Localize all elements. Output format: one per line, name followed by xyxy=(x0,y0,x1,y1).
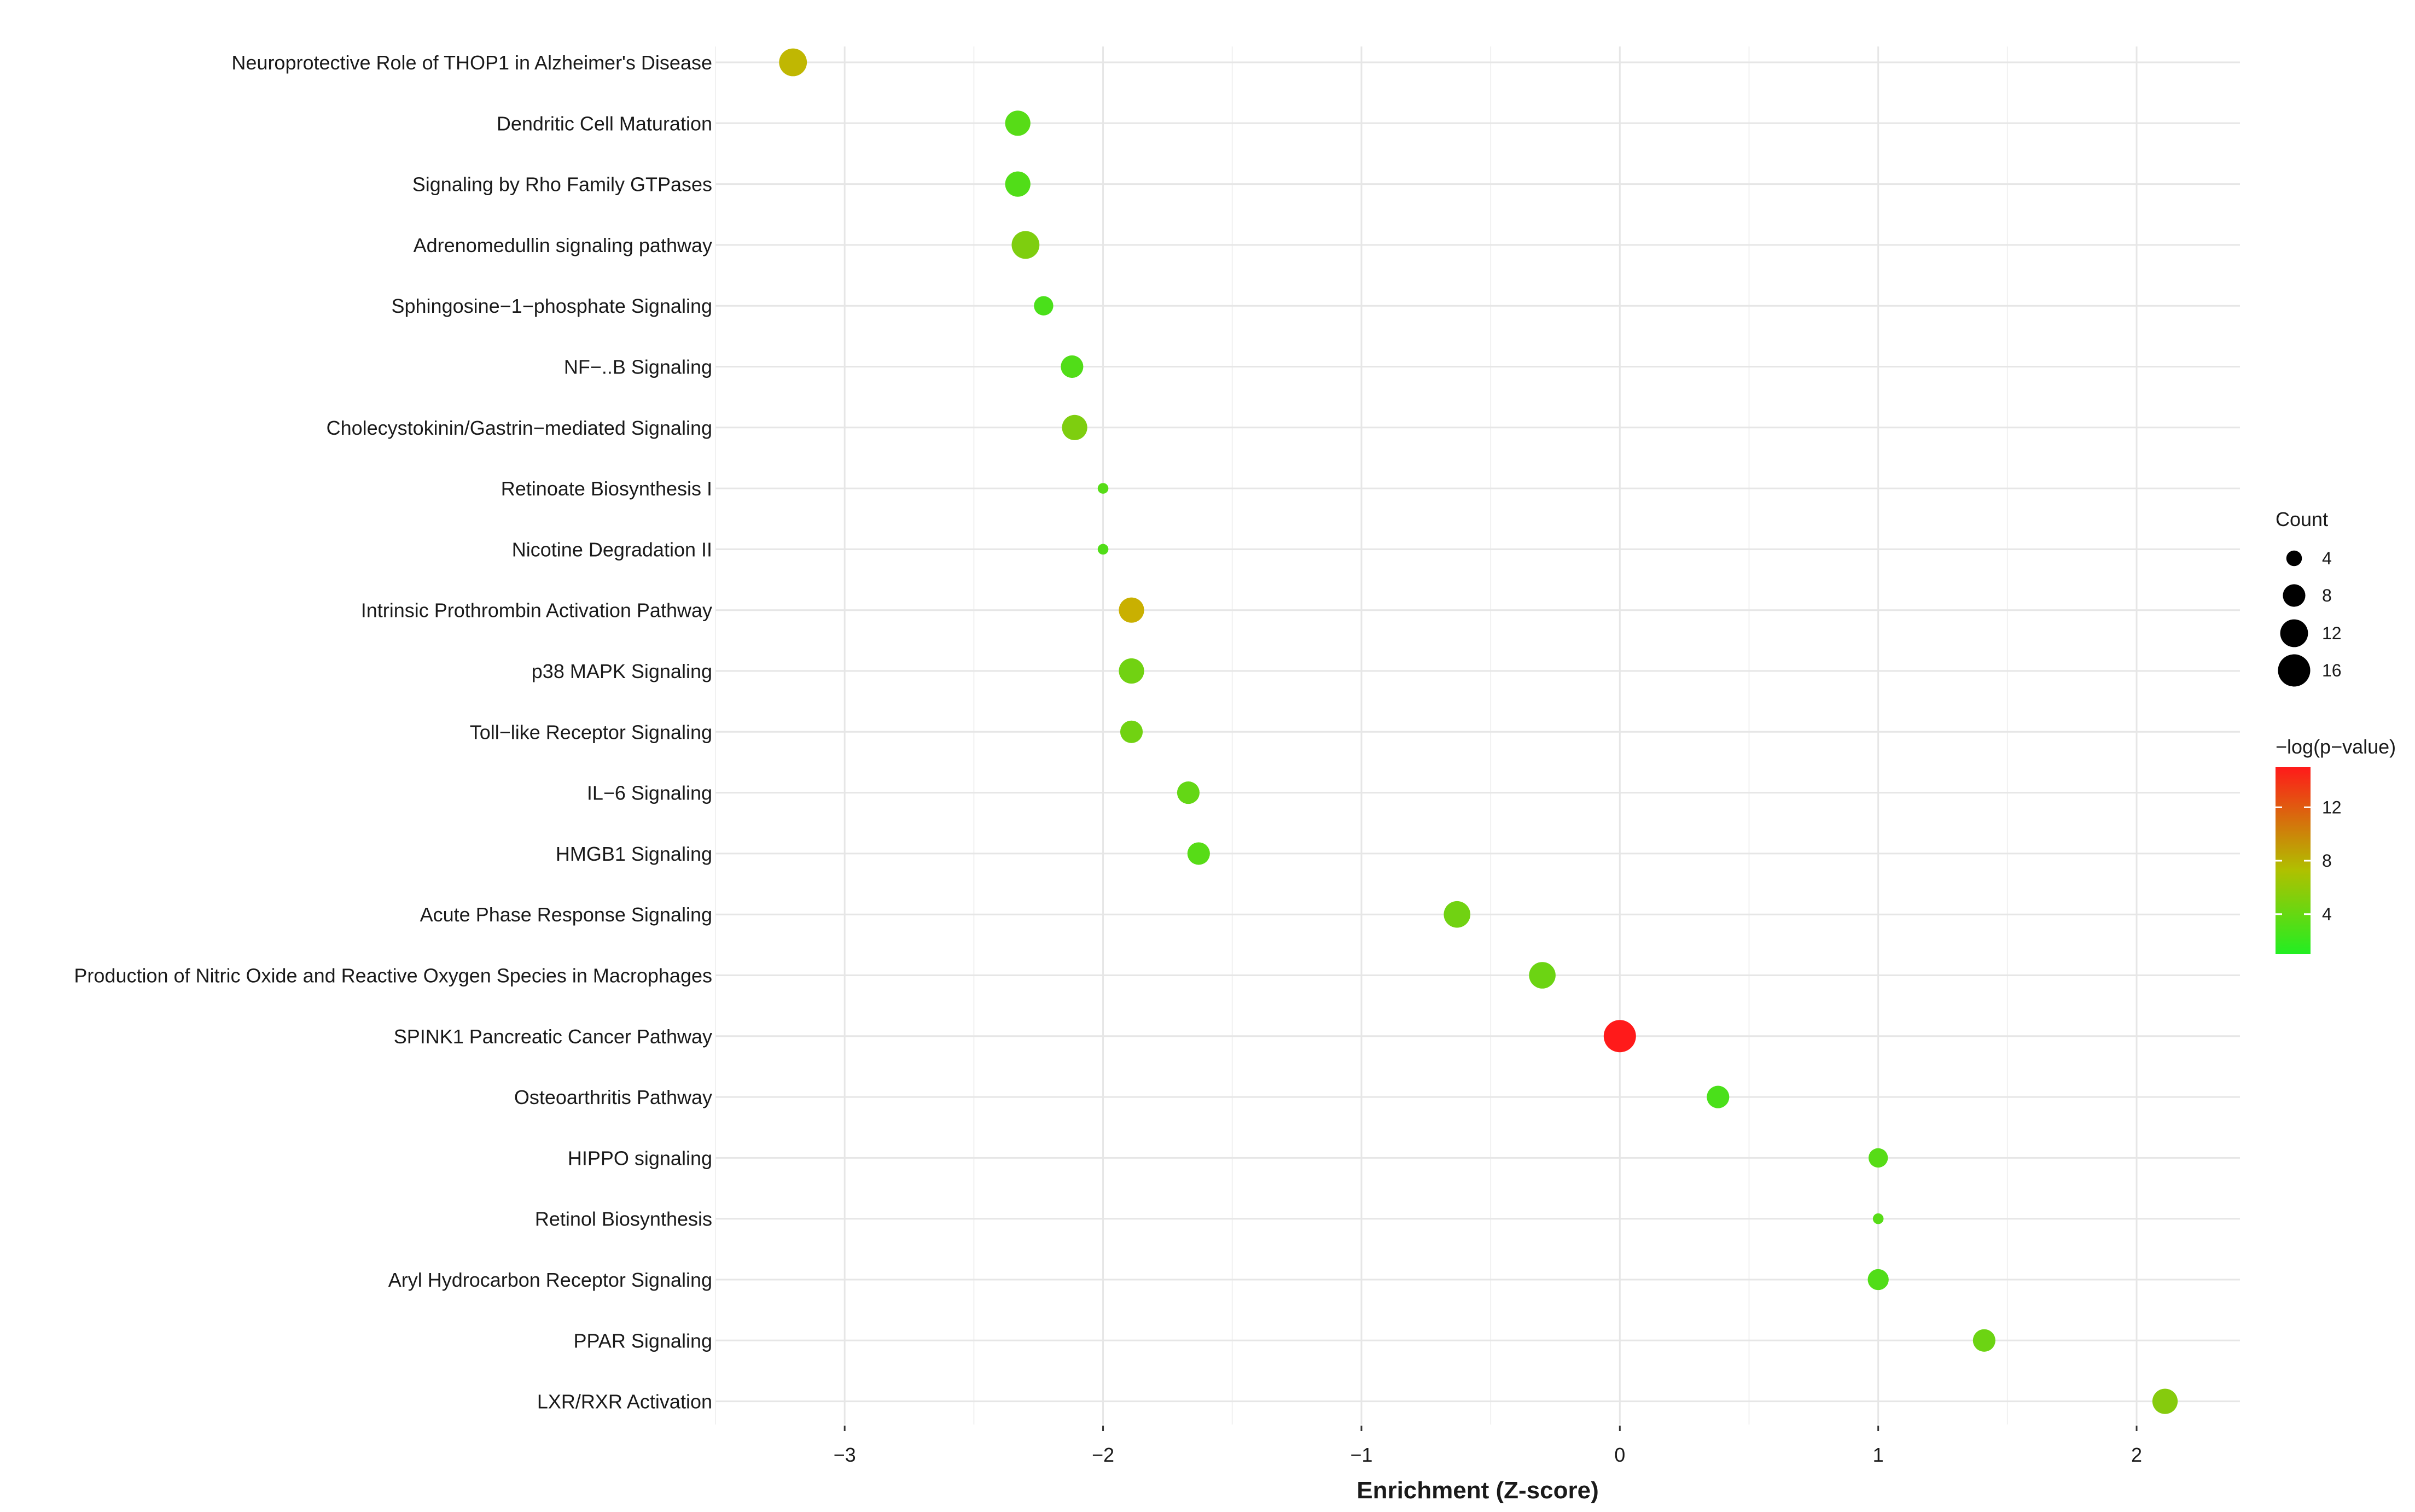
count-legend-key xyxy=(2283,584,2306,607)
data-point xyxy=(1972,1329,1995,1352)
data-point xyxy=(1097,544,1109,555)
count-legend-label: 16 xyxy=(2322,661,2342,680)
pathway-label: Signaling by Rho Family GTPases xyxy=(412,173,712,196)
data-point xyxy=(1603,1020,1636,1053)
pvalue-legend: −log(p−value) 4 8 12 xyxy=(2276,735,2396,954)
data-point xyxy=(1061,355,1084,378)
pathway-label: p38 MAPK Signaling xyxy=(532,660,712,682)
data-point xyxy=(1187,842,1210,865)
data-point xyxy=(1707,1085,1730,1108)
data-point xyxy=(1529,962,1556,989)
x-axis: −3 −2 −1 0 1 2 xyxy=(834,1426,2142,1466)
data-point xyxy=(1119,597,1144,623)
pathway-label: Toll−like Receptor Signaling xyxy=(470,721,712,743)
pathway-label: HIPPO signaling xyxy=(568,1147,712,1169)
x-tick-label: 1 xyxy=(1873,1444,1884,1466)
data-point xyxy=(1119,658,1144,684)
data-point xyxy=(2152,1388,2178,1414)
pathway-label: PPAR Signaling xyxy=(574,1329,712,1352)
pathway-label: Osteoarthritis Pathway xyxy=(514,1086,712,1108)
pathway-label: Acute Phase Response Signaling xyxy=(420,903,712,926)
count-legend-label: 4 xyxy=(2322,548,2332,568)
count-legend-title: Count xyxy=(2276,508,2328,530)
x-tick-label: 0 xyxy=(1614,1444,1625,1466)
x-tick-label: 2 xyxy=(2131,1444,2142,1466)
data-point xyxy=(1120,720,1143,743)
data-point xyxy=(1097,483,1109,494)
pathway-label: IL−6 Signaling xyxy=(587,782,712,804)
pathway-labels: Neuroprotective Role of THOP1 in Alzheim… xyxy=(74,51,712,1413)
pathway-label: Production of Nitric Oxide and Reactive … xyxy=(74,965,712,987)
count-legend: Count 4 8 12 16 xyxy=(2276,508,2342,687)
data-point xyxy=(1867,1269,1889,1291)
data-points xyxy=(779,48,2178,1414)
count-legend-key xyxy=(2278,654,2311,687)
pathway-label: Sphingosine−1−phosphate Signaling xyxy=(392,295,713,317)
pvalue-legend-title: −log(p−value) xyxy=(2276,735,2396,758)
pathway-label: SPINK1 Pancreatic Cancer Pathway xyxy=(394,1025,712,1048)
x-tick-label: −2 xyxy=(1092,1444,1114,1466)
count-legend-key xyxy=(2286,550,2302,567)
data-point xyxy=(1011,231,1040,259)
pvalue-legend-label: 8 xyxy=(2322,851,2332,871)
x-axis-title: Enrichment (Z-score) xyxy=(1357,1477,1599,1504)
data-point xyxy=(1005,110,1031,136)
pathway-label: NF−..B Signaling xyxy=(564,356,712,378)
data-point xyxy=(779,48,807,77)
count-legend-label: 12 xyxy=(2322,623,2342,643)
pathway-label: HMGB1 Signaling xyxy=(556,843,712,865)
data-point xyxy=(1005,171,1031,197)
data-point xyxy=(1062,415,1087,440)
data-point xyxy=(1872,1213,1884,1224)
grid-lines xyxy=(715,46,2240,1425)
pvalue-legend-label: 4 xyxy=(2322,904,2332,924)
count-legend-key xyxy=(2280,619,2308,647)
data-point xyxy=(1177,781,1200,804)
pvalue-legend-label: 12 xyxy=(2322,797,2342,817)
pathway-label: Neuroprotective Role of THOP1 in Alzheim… xyxy=(231,51,712,74)
pathway-label: Intrinsic Prothrombin Activation Pathway xyxy=(361,599,712,622)
pathway-label: Aryl Hydrocarbon Receptor Signaling xyxy=(388,1269,712,1291)
data-point xyxy=(1444,901,1470,928)
x-tick-label: −1 xyxy=(1350,1444,1372,1466)
data-point xyxy=(1869,1148,1888,1168)
x-tick-label: −3 xyxy=(834,1444,856,1466)
pathway-label: Nicotine Degradation II xyxy=(512,538,712,561)
pathway-label: Retinol Biosynthesis xyxy=(535,1208,712,1230)
count-legend-label: 8 xyxy=(2322,586,2332,605)
data-point xyxy=(1034,296,1054,316)
pathway-label: LXR/RXR Activation xyxy=(537,1391,712,1413)
pathway-label: Dendritic Cell Maturation xyxy=(497,112,712,135)
pathway-label: Retinoate Biosynthesis I xyxy=(501,477,712,500)
pathway-label: Cholecystokinin/Gastrin−mediated Signali… xyxy=(327,417,712,439)
pathway-label: Adrenomedullin signaling pathway xyxy=(414,234,712,256)
